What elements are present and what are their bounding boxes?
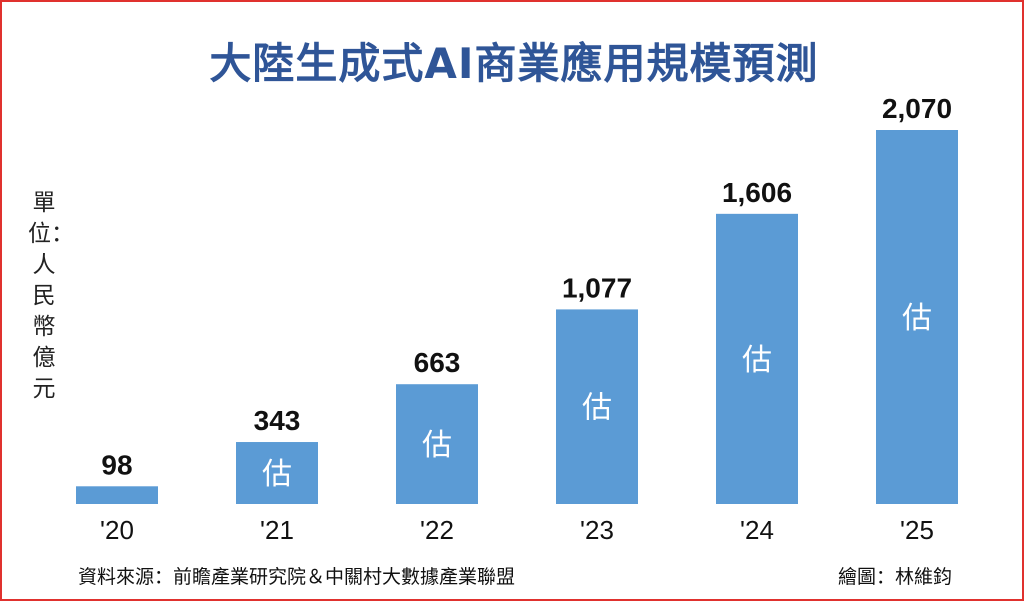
bar-3 (556, 309, 638, 504)
estimate-label-1: 估 (262, 457, 292, 492)
x-tick-label-5: '25 (900, 515, 934, 545)
bar-0 (76, 486, 158, 504)
x-tick-label-4: '24 (740, 515, 774, 545)
bar-2 (396, 384, 478, 504)
x-tick-label-2: '22 (420, 515, 454, 545)
x-tick-label-1: '21 (260, 515, 294, 545)
x-tick-label-3: '23 (580, 515, 614, 545)
value-label-4: 1,606 (722, 177, 792, 208)
source-note: 資料來源：前瞻產業研究院＆中關村大數據產業聯盟 (78, 566, 516, 588)
estimate-label-5: 估 (902, 301, 932, 336)
bar-4 (716, 213, 798, 505)
bar-5 (876, 130, 958, 504)
estimate-label-3: 估 (582, 391, 612, 426)
y-axis-unit-label: 單位：人民幣億元 (28, 190, 74, 402)
value-label-2: 663 (414, 347, 461, 378)
estimate-label-4: 估 (742, 343, 772, 378)
chart-title: 大陸生成式AI商業應用規模預測 (209, 39, 819, 88)
bars-group: 98 '20 343 '21 估 663 '22 估 1,077 '23 估 1,606 '24 估 2,0… (76, 93, 958, 545)
value-label-5: 2,070 (882, 93, 952, 124)
value-label-1: 343 (254, 405, 301, 436)
value-label-0: 98 (101, 449, 132, 480)
value-label-3: 1,077 (562, 272, 632, 303)
credit-note: 繪圖：林維鈞 (837, 566, 952, 588)
x-tick-label-0: '20 (100, 515, 134, 545)
estimate-label-2: 估 (422, 428, 452, 463)
bar-1 (236, 442, 318, 504)
